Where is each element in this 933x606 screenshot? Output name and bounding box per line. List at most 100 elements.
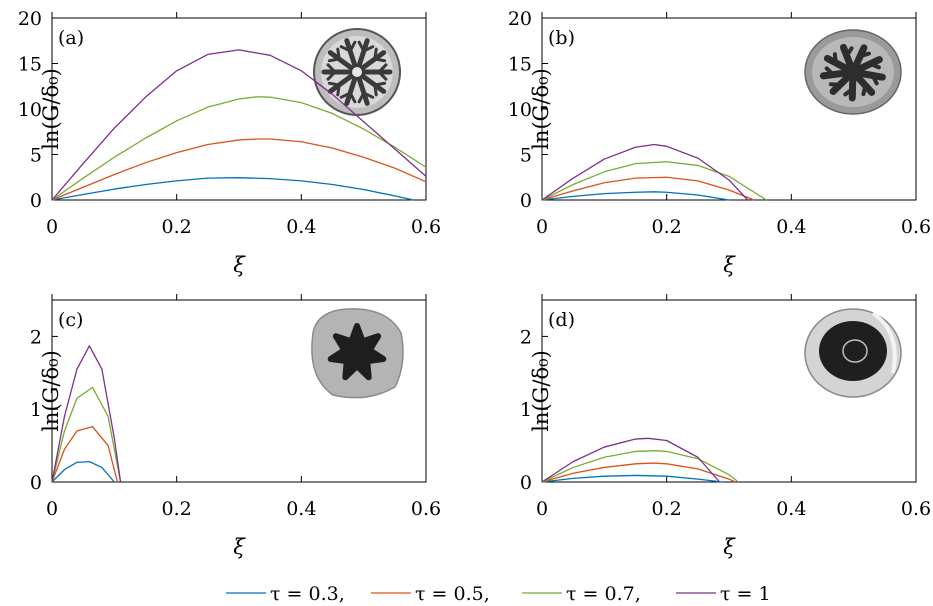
x-tick-label: 0.6	[411, 216, 441, 238]
panel-label: (c)	[58, 309, 83, 331]
inset-dendritic-pattern	[313, 28, 401, 116]
x-tick-label: 0.2	[652, 216, 682, 238]
y-axis-label: ln(G/δ₀)	[39, 68, 63, 150]
inset-subbranch	[824, 66, 836, 77]
inset-branched-pattern	[804, 29, 902, 115]
series-line-tau-0.7	[51, 386, 122, 483]
inset-fingers	[327, 323, 387, 381]
series-line-tau-1	[541, 143, 749, 201]
inset-branch	[344, 69, 360, 106]
inset-ring-disk	[804, 308, 902, 398]
inset-subbranch	[373, 57, 387, 63]
plot-frame	[541, 299, 917, 483]
inset-subbranch	[357, 40, 366, 53]
inset-subbranch	[844, 46, 854, 58]
inset-subbranch	[373, 83, 378, 97]
inset-branch	[344, 38, 360, 75]
inset-center	[352, 67, 362, 77]
panel-b: 0 0.2 0.4 0.6 0 5 10 15 20 ξ ln(G/δ₀) (b)	[508, 8, 931, 277]
inset-subbranch	[357, 91, 366, 104]
panel-d: 0 0.2 0.4 0.6 0 1 2 ξ ln(G/δ₀) (d)	[520, 294, 931, 559]
series-line-tau-0.5	[51, 426, 119, 483]
series-line-tau-0.5	[541, 176, 755, 201]
x-tick-label: 0.2	[162, 216, 192, 238]
x-tick-label: 0.2	[162, 498, 192, 520]
y-tick-label: 15	[18, 54, 42, 76]
y-tick-label: 2	[520, 326, 532, 348]
y-tick-label: 0	[520, 190, 532, 212]
inset-subbranch	[326, 63, 337, 74]
legend-entry: τ = 0.3,	[270, 583, 345, 605]
inset-subbranch	[377, 70, 388, 81]
series-line-tau-0.7	[541, 161, 767, 201]
y-axis-label: ln(G/δ₀)	[39, 350, 63, 432]
inset-subbranch	[348, 40, 357, 53]
series-line-tau-0.5	[51, 138, 427, 201]
y-tick-label: 0	[30, 472, 42, 494]
panel-label: (b)	[548, 27, 575, 49]
inset-branch	[354, 38, 370, 75]
panel-label: (d)	[548, 309, 575, 331]
y-tick-label: 10	[18, 99, 42, 121]
inset-subbranch	[326, 70, 337, 81]
y-tick-label: 2	[30, 326, 42, 348]
x-axis-label: ξ	[233, 253, 246, 277]
y-tick-label: 1	[30, 399, 42, 421]
x-tick-label: 0	[536, 498, 548, 520]
inset-subbranch	[362, 45, 375, 53]
inset-fingered-blob	[311, 308, 404, 399]
inset-subbranch	[377, 63, 388, 74]
inset-subbranch	[832, 52, 838, 66]
inset-subbranch	[868, 61, 881, 70]
y-tick-label: 0	[30, 190, 42, 212]
inset-branch	[354, 50, 387, 75]
inset-subbranch	[362, 91, 375, 99]
panel-a: 0 0.2 0.4 0.6 0 5 10 15 20 ξ ln(G/δ₀) (a)	[18, 8, 441, 277]
inset-subbranch	[327, 81, 341, 87]
inset-subbranch	[327, 57, 341, 63]
inset-subbranch	[858, 51, 871, 59]
y-tick-label: 20	[508, 8, 532, 30]
y-tick-label: 5	[30, 145, 42, 167]
inset-subbranch	[336, 47, 341, 61]
y-axis-label: ln(G/δ₀)	[529, 350, 553, 432]
inset-subbranch	[870, 73, 879, 86]
inset-subbranch	[373, 81, 387, 87]
x-tick-label: 0	[536, 216, 548, 238]
y-tick-label: 1	[520, 399, 532, 421]
inset-subbranch	[336, 83, 341, 97]
series-line-tau-0.3	[541, 474, 723, 483]
y-tick-label: 10	[508, 99, 532, 121]
inset-ring	[842, 339, 868, 363]
inset-branch	[327, 69, 360, 94]
x-tick-label: 0.6	[901, 216, 931, 238]
series-line-tau-0.3	[51, 460, 115, 483]
inset-center	[844, 63, 862, 81]
inset-highlight	[871, 311, 897, 374]
inset-branch	[354, 69, 387, 94]
inset-dark-core	[819, 321, 887, 381]
x-tick-label: 0.6	[901, 498, 931, 520]
plot-frame	[51, 299, 427, 483]
x-tick-label: 0	[46, 216, 58, 238]
x-tick-label: 0.4	[776, 216, 806, 238]
y-axis-label: ln(G/δ₀)	[529, 68, 553, 150]
panel-label: (a)	[58, 27, 84, 49]
legend-entry: τ = 0.7,	[566, 583, 641, 605]
x-tick-label: 0.4	[776, 498, 806, 520]
inset-subbranch	[348, 91, 357, 104]
series-line-tau-0.5	[541, 462, 736, 483]
x-tick-label: 0	[46, 498, 58, 520]
series-line-tau-0.3	[541, 191, 730, 201]
legend-entry: τ = 0.5,	[415, 583, 490, 605]
inset-subbranch	[339, 45, 352, 53]
x-axis-label: ξ	[233, 535, 246, 559]
series-line-tau-1	[541, 437, 721, 483]
legend: τ = 0.3, τ = 0.5, τ = 0.7, τ = 1	[226, 583, 771, 605]
series-line-tau-1	[51, 345, 122, 483]
inset-subbranch	[861, 83, 868, 97]
x-tick-label: 0.2	[652, 498, 682, 520]
y-tick-label: 0	[520, 472, 532, 494]
x-axis-label: ξ	[723, 535, 736, 559]
